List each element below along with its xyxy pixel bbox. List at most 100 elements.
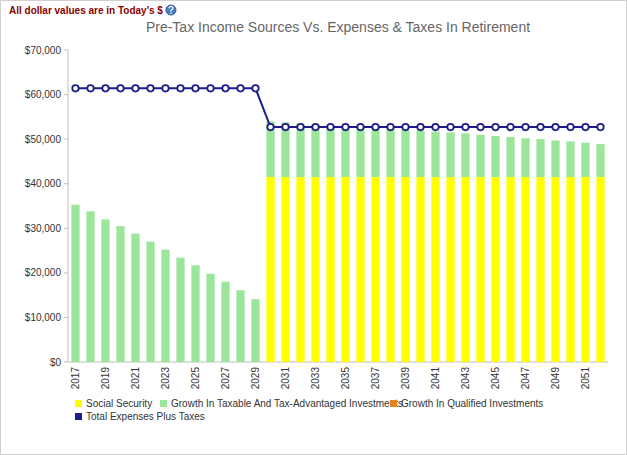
- bar: [161, 250, 169, 362]
- bar: [581, 143, 589, 177]
- y-tick: [64, 50, 68, 51]
- bar: [461, 177, 469, 362]
- x-tick-label: 2041: [430, 367, 441, 390]
- bar: [356, 127, 364, 177]
- line-marker: [162, 85, 168, 91]
- bar: [506, 137, 514, 177]
- y-axis: [68, 50, 69, 362]
- bar: [206, 274, 214, 362]
- line-marker: [507, 124, 513, 130]
- bar: [101, 219, 109, 220]
- bar: [71, 204, 79, 205]
- bar: [521, 138, 529, 177]
- bar: [371, 177, 379, 362]
- legend-label: Growth In Taxable And Tax-Advantaged Inv…: [171, 398, 403, 409]
- bar: [296, 124, 304, 177]
- line-marker: [87, 85, 93, 91]
- chart: All dollar values are in Today's $ Pre-Ta…: [0, 0, 627, 455]
- bar: [116, 226, 124, 362]
- bar: [386, 177, 394, 362]
- line-marker: [147, 85, 153, 91]
- bar: [506, 177, 514, 362]
- bar: [491, 136, 499, 137]
- y-tick-label: $60,000: [25, 89, 62, 100]
- bar: [131, 233, 139, 234]
- line-marker: [417, 124, 423, 130]
- y-tick-label: $20,000: [25, 267, 62, 278]
- bar: [176, 258, 184, 362]
- bar: [236, 290, 244, 362]
- y-tick: [64, 272, 68, 273]
- bar: [191, 265, 199, 362]
- bar: [446, 132, 454, 133]
- line-marker: [252, 85, 258, 91]
- line-marker: [207, 85, 213, 91]
- line-marker: [537, 124, 543, 130]
- line-marker: [552, 124, 558, 130]
- bar: [191, 265, 199, 266]
- line-marker: [372, 124, 378, 130]
- line-marker: [222, 85, 228, 91]
- bar: [266, 177, 274, 362]
- y-tick: [64, 94, 68, 95]
- bar: [251, 299, 259, 300]
- bar: [431, 132, 439, 177]
- x-tick-label: 2019: [100, 367, 111, 390]
- line-marker: [267, 124, 273, 130]
- bar: [596, 144, 604, 145]
- bar: [206, 273, 214, 274]
- bar: [386, 129, 394, 177]
- bar: [146, 241, 154, 242]
- line-marker: [447, 124, 453, 130]
- x-tick-label: 2037: [370, 367, 381, 390]
- line: [76, 88, 601, 127]
- bar: [71, 205, 79, 362]
- line-marker: [327, 124, 333, 130]
- legend-swatch: [390, 400, 397, 407]
- help-icon-glyph: [169, 6, 173, 11]
- bar: [566, 141, 574, 177]
- bar: [446, 132, 454, 177]
- x-tick-label: 2049: [550, 367, 561, 390]
- bar: [491, 136, 499, 177]
- line-marker: [312, 124, 318, 130]
- bar: [311, 124, 319, 177]
- legend-label: Growth In Qualified Investments: [401, 398, 543, 409]
- x-tick-label: 2027: [220, 367, 231, 390]
- bar: [281, 177, 289, 362]
- x-tick-label: 2047: [520, 367, 531, 390]
- bar: [596, 144, 604, 177]
- bar: [401, 130, 409, 177]
- bar: [326, 125, 334, 177]
- bar: [356, 177, 364, 362]
- line-marker: [387, 124, 393, 130]
- bar: [86, 211, 94, 212]
- y-tick: [64, 362, 68, 363]
- bar: [431, 131, 439, 132]
- subtitle: All dollar values are in Today's $: [9, 5, 163, 16]
- bar: [551, 140, 559, 177]
- y-tick-label: $70,000: [25, 45, 62, 56]
- title: Pre-Tax Income Sources Vs. Expenses & Ta…: [146, 19, 530, 35]
- y-tick-label: $10,000: [25, 312, 62, 323]
- y-tick: [64, 183, 68, 184]
- line-marker: [72, 85, 78, 91]
- bar: [251, 299, 259, 362]
- x-tick-label: 2043: [460, 367, 471, 390]
- bar: [461, 133, 469, 134]
- bar: [341, 177, 349, 362]
- bar: [581, 177, 589, 362]
- bar: [491, 177, 499, 362]
- bar: [476, 135, 484, 177]
- line-marker: [237, 85, 243, 91]
- chart-frame: [1, 1, 627, 455]
- bar: [446, 177, 454, 362]
- x-tick-label: 2025: [190, 367, 201, 390]
- legend-label: Social Security: [86, 398, 152, 409]
- line-marker: [567, 124, 573, 130]
- x-tick-label: 2035: [340, 367, 351, 390]
- line-marker: [477, 124, 483, 130]
- bar: [161, 249, 169, 250]
- bar: [221, 282, 229, 362]
- y-tick: [64, 317, 68, 318]
